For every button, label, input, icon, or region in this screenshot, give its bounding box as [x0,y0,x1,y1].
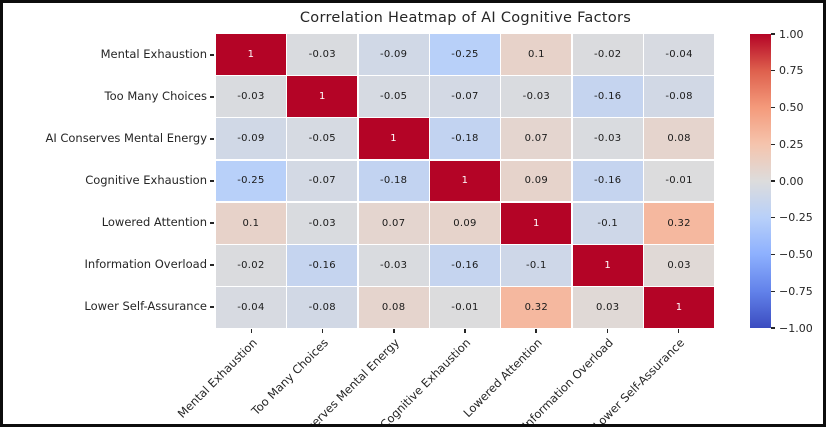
heatmap-cell-r6-c1: -0.08 [287,287,358,328]
heatmap-cell-r2-c2: 1 [358,118,429,160]
heatmap-cell-r6-c4: 0.32 [501,287,572,328]
heatmap-cell-r4-c6: 0.32 [644,202,714,244]
colorbar-tick-label-4: 0.00 [779,174,804,188]
heatmap-cell-r4-c2: 0.07 [358,202,429,244]
heatmap-cell-r6-c6: 1 [644,287,714,328]
colorbar-tick-3 [771,143,775,145]
heatmap-cell-r0-c2: -0.09 [358,34,429,75]
heatmap-cell-r2-c0: -0.09 [216,118,286,160]
heatmap-cell-r4-c4: 1 [501,202,572,244]
heatmap-cell-r2-c1: -0.05 [287,118,358,160]
colorbar-tick-4 [771,180,775,182]
heatmap-cell-r4-c3: 0.09 [430,202,500,244]
x-axis-tick-4 [535,329,537,333]
colorbar-tick-label-2: 0.50 [779,101,804,114]
y-axis-tick-3 [210,180,214,182]
heatmap-cell-r5-c1: -0.16 [287,245,358,286]
row-label-3: Cognitive Exhaustion [85,173,207,187]
colorbar-tick-6 [771,253,775,256]
heatmap-cell-r1-c2: -0.05 [358,76,429,117]
y-axis-tick-0 [210,54,214,56]
y-axis-tick-6 [210,306,214,308]
row-label-4: Lowered Attention [101,215,207,229]
colorbar-tick-label-1: 0.75 [779,64,804,78]
heatmap-grid: 1 -0.03 -0.09 -0.25 0.1 -0.02 -0.04 -0.03 1 -0.05… [216,34,714,328]
heatmap-cell-r1-c5: -0.16 [572,76,643,117]
heatmap-cell-r6-c2: 0.08 [358,287,429,328]
heatmap-cell-r5-c4: -0.1 [501,245,572,286]
heatmap-cell-r0-c1: -0.03 [287,34,358,75]
heatmap-cell-r3-c1: -0.07 [287,160,358,202]
colorbar-tick-0 [771,33,775,35]
colorbar-tick-label-0: 1.00 [779,27,804,41]
colorbar-tick-label-5: −0.25 [779,211,813,225]
heatmap-cell-r5-c3: -0.16 [430,245,500,286]
colorbar-tick-label-7: −0.75 [779,284,813,298]
heatmap-cell-r1-c4: -0.03 [501,76,572,117]
heatmap-cell-r3-c2: -0.18 [358,160,429,202]
heatmap-cell-r6-c3: -0.01 [430,287,500,328]
x-axis-tick-0 [250,329,253,333]
colorbar [750,34,771,328]
col-label-1: Too Many Choices [248,335,332,418]
col-label-4: Lowered Attention [460,335,545,420]
heatmap-cell-r0-c3: -0.25 [430,34,500,75]
col-label-0: Mental Exhaustion [174,335,261,421]
row-label-6: Lower Self-Assurance [84,299,207,313]
heatmap-cell-r5-c6: 0.03 [644,245,714,286]
row-label-5: Information Overload [84,257,207,271]
x-axis-tick-2 [393,329,395,333]
heatmap-cell-r1-c3: -0.07 [430,76,500,117]
x-axis-tick-6 [677,329,680,333]
y-axis-tick-2 [210,138,214,140]
row-label-0: Mental Exhaustion [100,47,207,61]
heatmap-cell-r6-c0: -0.04 [216,287,286,328]
heatmap-cell-r4-c5: -0.1 [572,202,643,244]
colorbar-tick-label-8: −1.00 [779,321,813,335]
heatmap-cell-r2-c5: -0.03 [572,118,643,160]
y-axis-tick-5 [210,264,214,266]
heatmap-cell-r5-c2: -0.03 [358,245,429,286]
heatmap-cell-r5-c0: -0.02 [216,245,286,286]
heatmap-cell-r2-c6: 0.08 [644,118,714,160]
heatmap-cell-r3-c5: -0.16 [572,160,643,202]
x-axis-tick-1 [322,329,324,333]
heatmap-cell-r1-c6: -0.08 [644,76,714,117]
heatmap-cell-r1-c0: -0.03 [216,76,286,117]
heatmap-cell-r3-c4: 0.09 [501,160,572,202]
y-axis-tick-4 [210,222,214,224]
row-label-2: AI Conserves Mental Energy [45,131,207,145]
chart-title: Correlation Heatmap of AI Cognitive Fact… [299,10,632,26]
colorbar-tick-label-3: 0.25 [779,137,804,151]
colorbar-tick-8 [771,327,775,329]
heatmap-cell-r3-c6: -0.01 [644,160,714,202]
heatmap-cell-r3-c3: 1 [430,160,500,202]
x-axis-tick-3 [464,329,466,333]
colorbar-tick-2 [771,106,775,109]
colorbar-tick-7 [771,290,775,292]
heatmap-cell-r2-c4: 0.07 [501,118,572,160]
row-label-1: Too Many Choices [104,89,207,103]
colorbar-tick-1 [771,70,775,72]
heatmap-cell-r0-c0: 1 [216,34,286,75]
heatmap-cell-r5-c5: 1 [572,245,643,286]
heatmap-cell-r0-c6: -0.04 [644,34,714,75]
y-axis-tick-1 [210,96,214,98]
heatmap-cell-r0-c4: 0.1 [501,34,572,75]
colorbar-tick-5 [771,217,775,219]
x-axis-tick-5 [606,329,608,333]
heatmap-cell-r6-c5: 0.03 [572,287,643,328]
heatmap-cell-r0-c5: -0.02 [572,34,643,75]
heatmap-cell-r4-c0: 0.1 [216,202,286,244]
colorbar-tick-label-6: −0.50 [779,248,813,261]
heatmap-cell-r1-c1: 1 [287,76,358,117]
heatmap-cell-r3-c0: -0.25 [216,160,286,202]
heatmap-cell-r2-c3: -0.18 [430,118,500,160]
heatmap-cell-r4-c1: -0.03 [287,202,358,244]
